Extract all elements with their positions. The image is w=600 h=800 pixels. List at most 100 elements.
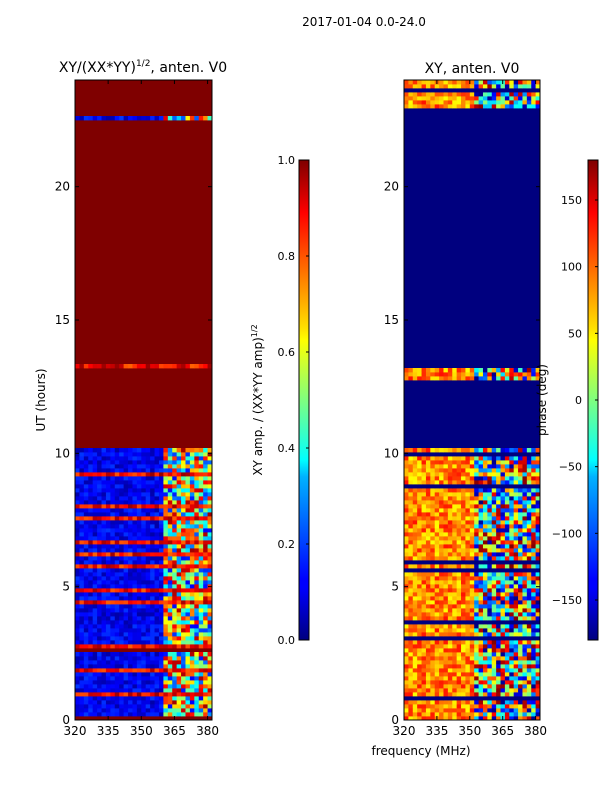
phase-cell [447, 580, 453, 585]
phase-cell [504, 372, 510, 377]
amp-cell [136, 480, 142, 485]
phase-cell [500, 584, 506, 589]
amp-cell [163, 656, 169, 661]
amp-cell [92, 604, 98, 609]
phase-cell [496, 528, 501, 533]
phase-cell [482, 448, 488, 453]
amp-cell [101, 644, 107, 649]
amp-cell [150, 508, 155, 513]
amp-cell [207, 692, 212, 697]
amp-cell [83, 596, 89, 601]
phase-cell [535, 472, 540, 477]
phase-cell [509, 560, 515, 565]
amp-cell [110, 588, 116, 593]
amp-cell [141, 700, 147, 705]
amp-cell [92, 544, 98, 549]
phase-cell [425, 560, 431, 565]
amp-cell [150, 496, 155, 501]
phase-cell [439, 452, 444, 457]
amp-cell [145, 596, 151, 601]
phase-cell [500, 532, 506, 537]
amp-cell [198, 692, 204, 697]
phase-cell [465, 536, 471, 541]
amp-cell [105, 600, 111, 605]
phase-cell [474, 568, 479, 573]
amp-cell [92, 592, 98, 597]
amp-cell [145, 496, 151, 501]
phase-cell [465, 676, 471, 681]
amp-cell [194, 548, 200, 553]
phase-cell [452, 564, 458, 569]
amp-cell [172, 532, 178, 537]
phase-cell [478, 516, 484, 521]
amp-cell [114, 504, 120, 509]
phase-cell [408, 84, 414, 89]
amp-cell [132, 476, 138, 481]
amp-cell [114, 632, 120, 637]
phase-cell [474, 492, 479, 497]
phase-cell [496, 492, 501, 497]
amp-colorbar-tick-label: 0.8 [278, 250, 296, 263]
amp-cell [119, 568, 125, 573]
amp-cell [119, 520, 125, 525]
amp-cell [203, 656, 208, 661]
amp-cell [207, 552, 212, 557]
phase-cell [509, 652, 515, 657]
amp-cell [141, 644, 147, 649]
amp-cell [105, 560, 111, 565]
phase-cell [417, 704, 422, 709]
phase-cell [456, 516, 462, 521]
amp-cell [194, 560, 200, 565]
amp-cell [181, 652, 186, 657]
phase-cell [417, 696, 422, 701]
amp-cell [207, 652, 212, 657]
amp-cell [207, 684, 212, 689]
phase-cell [408, 636, 414, 641]
phase-cell [509, 452, 515, 457]
amp-cell [110, 608, 116, 613]
amp-cell [198, 540, 204, 545]
amp-cell [132, 524, 138, 529]
phase-cell [478, 564, 484, 569]
phase-cell [439, 568, 444, 573]
amp-cell [136, 696, 142, 701]
amp-cell [163, 700, 169, 705]
amp-cell [167, 624, 173, 629]
amp-cell [145, 604, 151, 609]
amp-cell [105, 584, 111, 589]
amp-cell [88, 608, 94, 613]
phase-cell [465, 460, 471, 465]
amp-cell [75, 624, 80, 629]
phase-cell [452, 664, 458, 669]
phase-cell [469, 504, 475, 509]
amp-cell [97, 552, 102, 557]
amp-cell [189, 568, 195, 573]
phase-cell [478, 680, 484, 685]
amp-cell [101, 568, 107, 573]
amp-cell [132, 572, 138, 577]
amp-cell [83, 116, 89, 121]
phase-cell [434, 564, 440, 569]
phase-cell [447, 640, 453, 645]
phase-cell [404, 560, 409, 565]
phase-cell [526, 448, 532, 453]
phase-cell [456, 464, 462, 469]
amp-cell [145, 460, 151, 465]
amp-cell [185, 576, 191, 581]
amp-cell [172, 488, 178, 493]
phase-cell [535, 716, 540, 720]
phase-cell [522, 464, 528, 469]
phase-cell [439, 612, 444, 617]
phase-cell [500, 472, 506, 477]
amp-cell [203, 616, 208, 621]
amp-cell [128, 664, 133, 669]
phase-cell [513, 684, 519, 689]
phase-cell [461, 460, 466, 465]
phase-cell [439, 372, 444, 377]
amp-cell [97, 708, 102, 713]
amp-cell [203, 636, 208, 641]
phase-cell [504, 492, 510, 497]
amp-cell [167, 480, 173, 485]
phase-cell [439, 700, 444, 705]
phase-cell [526, 512, 532, 517]
